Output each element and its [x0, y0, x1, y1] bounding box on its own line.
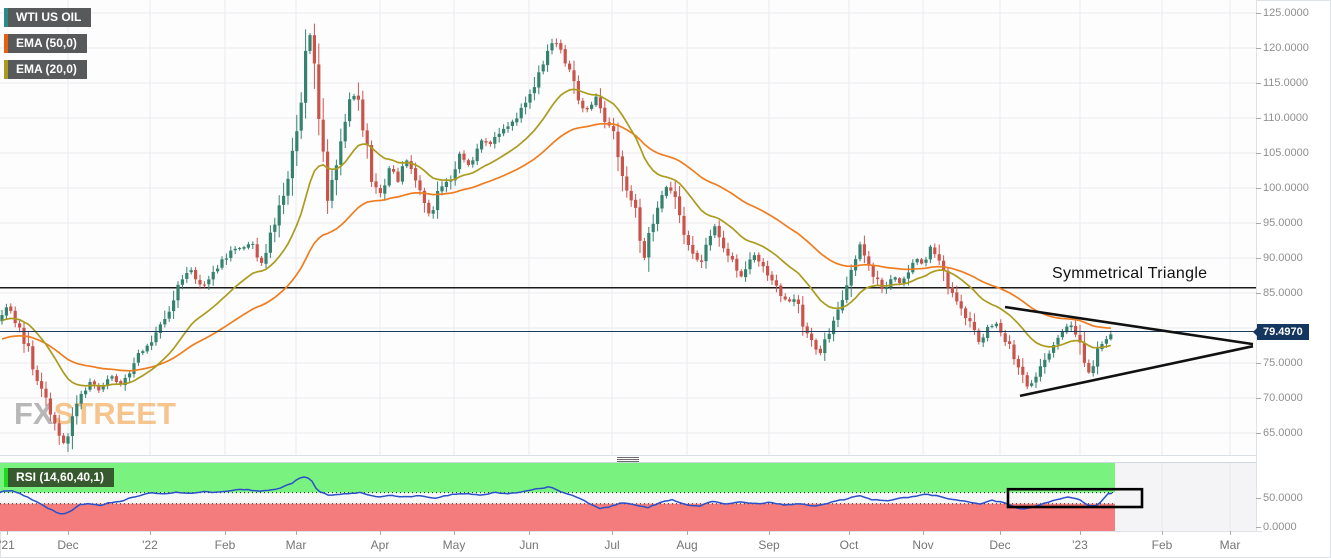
rsi-highlight-box [1006, 487, 1144, 509]
time-axis-label: Mar [1219, 538, 1241, 552]
rsi-indicator-panel[interactable] [0, 463, 1256, 531]
price-axis-tick [1256, 223, 1261, 224]
symbol-badge-color-bar [4, 8, 8, 27]
time-axis-tick [923, 531, 924, 535]
symbol-badge[interactable]: WTI US OIL [4, 8, 92, 27]
price-axis-label: 100.0000 [1263, 182, 1309, 194]
price-axis-tick [1256, 118, 1261, 119]
triangle-annotation-label: Symmetrical Triangle [1052, 265, 1208, 282]
last-price-badge-value: 79.4970 [1263, 326, 1303, 338]
time-axis-tick [1230, 531, 1231, 535]
rsi-axis-label-0: 0.0000 [1263, 521, 1297, 533]
time-axis-tick [769, 531, 770, 535]
time-axis-label: Jun [519, 538, 539, 552]
rsi-badge-color-bar [4, 468, 8, 487]
ema20-badge-label: EMA (20,0) [16, 62, 77, 76]
time-axis-label: Aug [676, 538, 698, 552]
time-axis-tick [1080, 531, 1081, 535]
time-axis-tick [612, 531, 613, 535]
time-axis-label: Jul [604, 538, 620, 552]
price-axis-label: 85.0000 [1263, 287, 1303, 299]
price-axis-tick [1256, 258, 1261, 259]
ema20-badge[interactable]: EMA (20,0) [4, 60, 87, 79]
time-axis-label: Dec [57, 538, 79, 552]
time-axis-label: Oct [839, 538, 859, 552]
price-axis-tick [1256, 398, 1261, 399]
price-axis-tick [1256, 433, 1261, 434]
price-axis-label: 105.0000 [1263, 147, 1309, 159]
price-axis-tick [1256, 153, 1261, 154]
price-axis-label: 65.0000 [1263, 427, 1303, 439]
price-axis-label: 125.0000 [1263, 7, 1309, 19]
price-axis-tick [1256, 293, 1261, 294]
time-axis-tick [1162, 531, 1163, 535]
price-axis-label: 120.0000 [1263, 42, 1309, 54]
rsi-oversold-zone [0, 503, 1115, 531]
time-axis-tick [7, 531, 8, 535]
separator-drag-handle[interactable] [617, 457, 639, 462]
price-axis-border [1256, 0, 1257, 531]
time-axis-label: Nov [912, 538, 934, 552]
price-axis-label: 90.0000 [1263, 252, 1303, 264]
ema20-badge-color-bar [4, 60, 8, 79]
rsi-axis-tick [1256, 527, 1261, 528]
ema50-badge-color-bar [4, 34, 8, 53]
time-axis-tick [529, 531, 530, 535]
time-axis-tick [150, 531, 151, 535]
price-axis-label: 110.0000 [1263, 112, 1309, 124]
triangle-lower-trendline [1019, 344, 1254, 398]
time-axis-tick [687, 531, 688, 535]
price-axis-tick [1256, 13, 1261, 14]
time-axis-tick [849, 531, 850, 535]
last-price-badge: 79.4970 [1253, 324, 1309, 340]
rsi-axis-tick [1256, 498, 1261, 499]
ema50-badge[interactable]: EMA (50,0) [4, 34, 87, 53]
ema20-line [1, 88, 1112, 387]
time-axis-tick [296, 531, 297, 535]
time-axis-label: May [442, 538, 466, 552]
candles-series [0, 23, 1113, 452]
price-axis-label: 115.0000 [1263, 77, 1309, 89]
rsi-axis-label-50: 50.0000 [1263, 492, 1303, 504]
time-axis-tick [68, 531, 69, 535]
rsi-overbought-zone [0, 463, 1115, 493]
time-axis-label: Mar [285, 538, 307, 552]
symbol-badge-label: WTI US OIL [16, 10, 82, 24]
rsi-badge-label: RSI (14,60,40,1) [16, 470, 105, 484]
price-axis-tick [1256, 48, 1261, 49]
time-axis-label: Feb [214, 538, 236, 552]
time-axis-label: '23 [1072, 538, 1088, 552]
time-axis-label: Apr [370, 538, 390, 552]
price-axis-tick [1256, 363, 1261, 364]
fxstreet-watermark: FXSTREET [14, 396, 176, 431]
time-axis-tick [380, 531, 381, 535]
ema50-badge-label: EMA (50,0) [16, 36, 77, 50]
time-axis-label: Feb [1151, 538, 1173, 552]
main-price-chart[interactable]: FXSTREET [0, 0, 1256, 455]
price-axis-tick [1256, 83, 1261, 84]
time-axis-label: Dec [989, 538, 1011, 552]
rsi-line [0, 476, 1113, 515]
price-axis-tick [1256, 188, 1261, 189]
time-axis-tick [1000, 531, 1001, 535]
rsi-badge[interactable]: RSI (14,60,40,1) [4, 468, 115, 487]
time-axis-label: '21 [0, 538, 15, 552]
price-axis-label: 95.0000 [1263, 217, 1303, 229]
price-axis-label: 70.0000 [1263, 392, 1303, 404]
time-axis-label: '22 [142, 538, 158, 552]
panel-separator[interactable] [0, 455, 1256, 463]
time-axis-border [0, 531, 1262, 532]
time-axis-label: Sep [758, 538, 780, 552]
last-price-badge-arrow [1253, 328, 1257, 336]
time-axis-tick [225, 531, 226, 535]
ema50-line [1, 122, 1111, 372]
price-axis-label: 75.0000 [1263, 357, 1303, 369]
triangle-upper-trendline [1004, 305, 1254, 346]
time-axis-tick [454, 531, 455, 535]
